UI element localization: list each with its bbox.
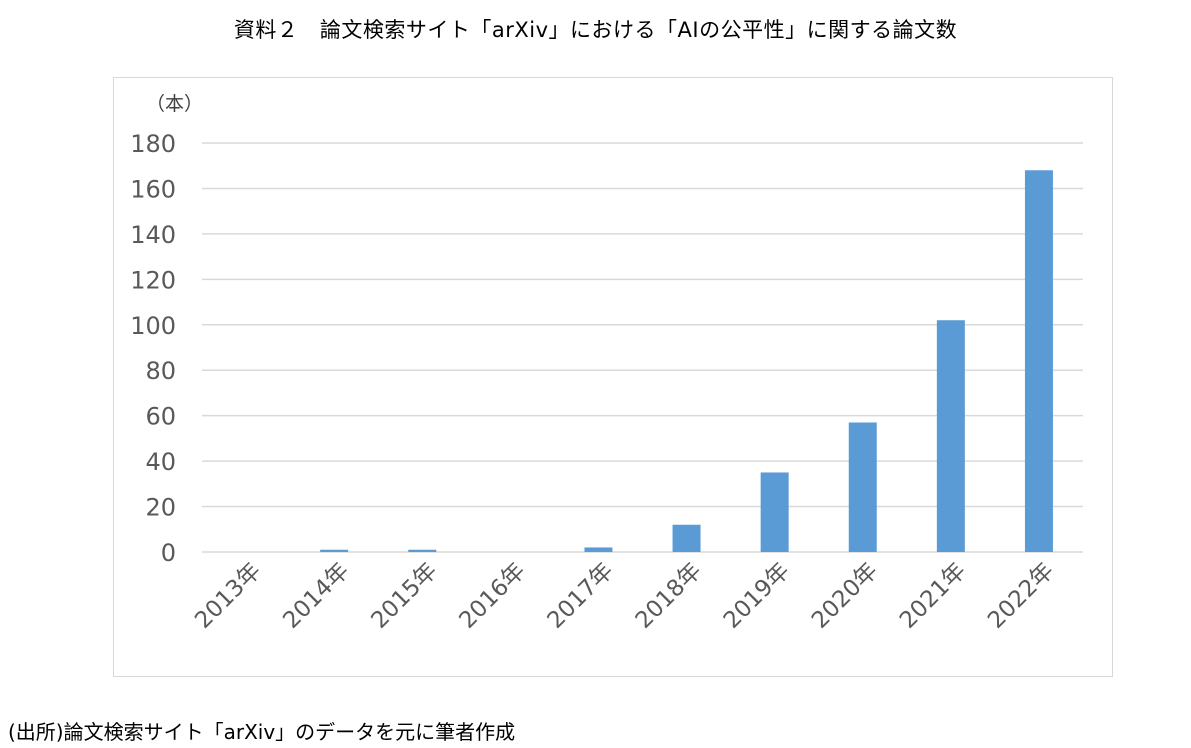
y-axis-unit-label: （本） [146, 93, 203, 115]
chart-frame [113, 77, 1113, 677]
x-tick-label: 2013年 [190, 558, 266, 634]
y-tick-label: 100 [130, 312, 176, 340]
y-tick-label: 80 [145, 357, 176, 385]
bar-2019年 [760, 472, 789, 552]
x-tick-label: 2022年 [983, 558, 1059, 634]
source-note: (出所)論文検索サイト「arXiv」のデータを元に筆者作成 [8, 720, 516, 744]
y-tick-label: 60 [145, 403, 176, 431]
y-tick-label: 180 [130, 130, 176, 158]
x-tick-label: 2017年 [543, 558, 619, 634]
y-tick-label: 20 [145, 494, 176, 522]
bar-2022年 [1024, 170, 1053, 552]
chart-title: 資料２ 論文検索サイト「arXiv」における「AIの公平性」に関する論文数 [233, 18, 958, 42]
bar-2018年 [672, 524, 701, 552]
x-tick-label: 2015年 [366, 558, 442, 634]
gridlines [202, 142, 1083, 553]
x-tick-label: 2018年 [631, 558, 707, 634]
x-tick-label: 2014年 [278, 558, 354, 634]
bar-2015年 [408, 549, 437, 552]
x-axis-ticks: 2013年 2014年 2015年 2016年 2017年 2018年 2019年 2020年… [190, 558, 1059, 634]
y-tick-label: 120 [130, 266, 176, 294]
x-tick-label: 2016年 [455, 558, 531, 634]
bar-2014年 [320, 549, 349, 552]
bar-2017年 [584, 547, 613, 552]
x-tick-label: 2020年 [807, 558, 883, 634]
y-tick-label: 160 [130, 175, 176, 203]
bars [320, 170, 1053, 552]
bar-2021年 [936, 320, 965, 552]
y-tick-label: 40 [145, 448, 176, 476]
y-tick-label: 140 [130, 221, 176, 249]
y-tick-label: 0 [161, 539, 176, 567]
bar-2020年 [848, 422, 877, 552]
x-tick-label: 2019年 [719, 558, 795, 634]
y-axis-ticks: 0 20 40 60 80 100 120 140 160 180 [130, 130, 176, 567]
x-tick-label: 2021年 [895, 558, 971, 634]
